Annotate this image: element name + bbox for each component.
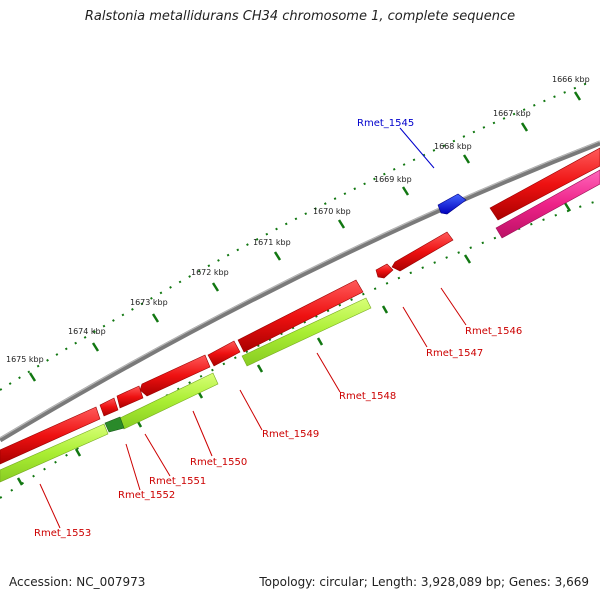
tick-mark <box>316 337 324 346</box>
gene-label-rmet-1549[interactable]: Rmet_1549 <box>262 429 319 440</box>
gene-label-rmet-1546[interactable]: Rmet_1546 <box>465 326 522 337</box>
tick-label: 1666 kbp <box>552 75 590 84</box>
tick-mark <box>520 122 529 132</box>
tick-label: 1675 kbp <box>6 355 44 364</box>
leader-line <box>144 433 171 477</box>
leader-line <box>440 287 467 326</box>
cds-rmet-1550[interactable] <box>139 354 211 397</box>
cds-rmet-1551[interactable] <box>116 385 144 409</box>
tick-mark <box>28 372 37 382</box>
forward-cds-track <box>0 147 600 465</box>
gene-rmet-1545[interactable] <box>437 193 467 215</box>
chromosome-backbone[interactable] <box>0 140 600 443</box>
tick-mark <box>256 364 264 373</box>
tick-label: 1667 kbp <box>493 109 531 118</box>
gene-label-rmet-1551[interactable]: Rmet_1551 <box>149 476 206 487</box>
chromosome-backbone-highlight <box>0 140 600 439</box>
rna-feature-dark[interactable] <box>104 416 125 433</box>
outer-major-ticks <box>28 91 582 382</box>
rna-feature[interactable] <box>241 297 372 367</box>
tick-mark <box>337 219 346 229</box>
gene-label-rmet-1553[interactable]: Rmet_1553 <box>34 528 91 539</box>
tick-mark <box>401 186 410 196</box>
tick-label: 1673 kbp <box>130 298 168 307</box>
label-leaders <box>39 127 467 529</box>
inner-tick-ring <box>0 199 600 499</box>
gene-label-rmet-1552[interactable]: Rmet_1552 <box>118 490 175 501</box>
tick-label: 1674 kbp <box>68 327 106 336</box>
leader-line <box>125 443 141 491</box>
leader-line <box>239 389 263 431</box>
map-title: Ralstonia metallidurans CH34 chromosome … <box>84 9 516 24</box>
tick-mark <box>211 282 220 292</box>
tick-mark <box>573 91 582 101</box>
gene-label-rmet-1548[interactable]: Rmet_1548 <box>339 391 396 402</box>
cds-rmet-1548[interactable] <box>237 279 364 353</box>
tick-label: 1671 kbp <box>253 238 291 247</box>
cds-rmet-1549[interactable] <box>207 340 241 367</box>
leader-line <box>316 352 341 393</box>
tick-label: 1672 kbp <box>191 268 229 277</box>
outer-tick-dots <box>0 81 591 391</box>
tick-mark <box>462 154 471 164</box>
cds-rmet-1553[interactable] <box>0 406 101 465</box>
tick-mark <box>273 251 282 261</box>
pseudo-feature[interactable] <box>495 169 600 239</box>
leader-line <box>39 483 61 529</box>
tick-label: 1668 kbp <box>434 142 472 151</box>
leader-line <box>399 127 435 169</box>
tick-mark <box>463 254 472 264</box>
rna-feature[interactable] <box>0 423 109 483</box>
accession-text: Accession: NC_007973 <box>9 575 146 589</box>
gene-labels: Rmet_1545 Rmet_1546 Rmet_1547 Rmet_1548 … <box>34 118 522 539</box>
tick-labels: 1666 kbp 1667 kbp 1668 kbp 1669 kbp 1670… <box>6 75 590 364</box>
gene-label-rmet-1550[interactable]: Rmet_1550 <box>190 457 247 468</box>
tick-mark <box>16 477 24 486</box>
cds-rmet-1552[interactable] <box>99 397 119 417</box>
topology-summary: Topology: circular; Length: 3,928,089 bp… <box>259 575 589 589</box>
tick-mark <box>74 448 82 457</box>
leader-line <box>192 410 213 457</box>
cds-feature[interactable] <box>489 147 600 221</box>
tick-mark <box>91 342 100 352</box>
inner-tick-dots <box>0 199 600 499</box>
cds-rmet-1547[interactable] <box>375 263 394 279</box>
gene-label-rmet-1545[interactable]: Rmet_1545 <box>357 118 414 129</box>
tick-label: 1670 kbp <box>313 207 351 216</box>
leader-line <box>402 306 428 348</box>
outer-tick-ring <box>0 81 591 391</box>
tick-mark <box>563 202 572 212</box>
tick-mark <box>381 305 389 314</box>
gene-label-rmet-1547[interactable]: Rmet_1547 <box>426 348 483 359</box>
tick-mark <box>151 313 160 323</box>
tick-label: 1669 kbp <box>374 175 412 184</box>
cds-rmet-1546[interactable] <box>391 231 454 272</box>
green-feature-track <box>0 297 372 483</box>
